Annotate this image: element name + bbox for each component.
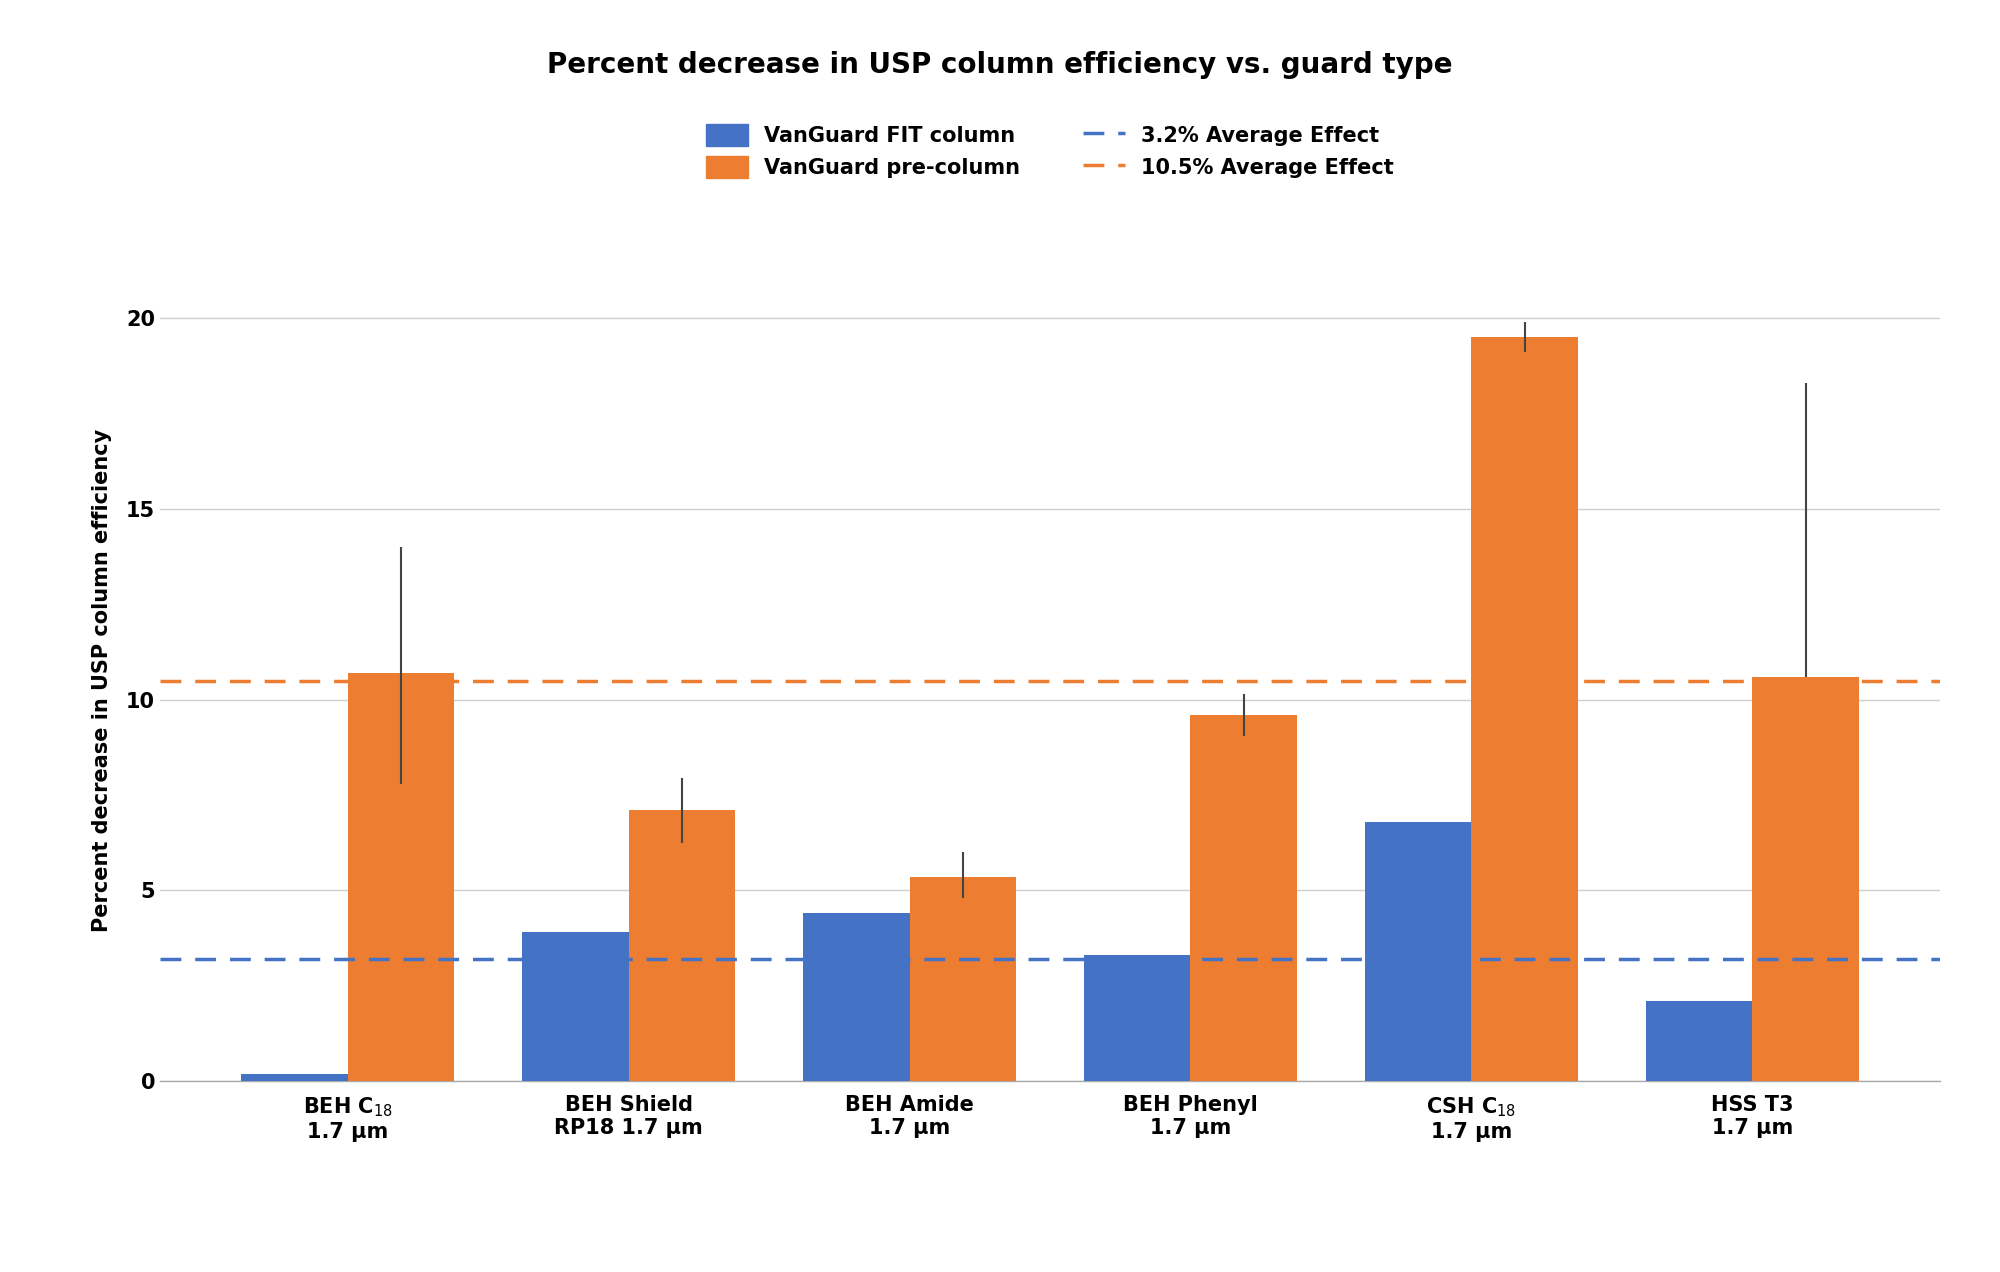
Text: Percent decrease in USP column efficiency vs. guard type: Percent decrease in USP column efficienc… [548,51,1452,79]
Bar [910,878,1016,1081]
Bar [628,810,736,1081]
Y-axis label: Percent decrease in USP column efficiency: Percent decrease in USP column efficienc… [92,429,112,932]
Bar [522,932,628,1081]
Bar [1752,677,1860,1081]
Bar [1084,955,1190,1081]
Bar [1364,822,1472,1081]
Bar [1190,715,1298,1081]
Bar [348,673,454,1081]
Bar [1472,337,1578,1081]
Bar [802,913,910,1081]
Bar [1646,1001,1752,1081]
Bar [240,1074,348,1081]
Legend: VanGuard FIT column, VanGuard pre-column, 3.2% Average Effect, 10.5% Average Eff: VanGuard FIT column, VanGuard pre-column… [696,114,1404,188]
